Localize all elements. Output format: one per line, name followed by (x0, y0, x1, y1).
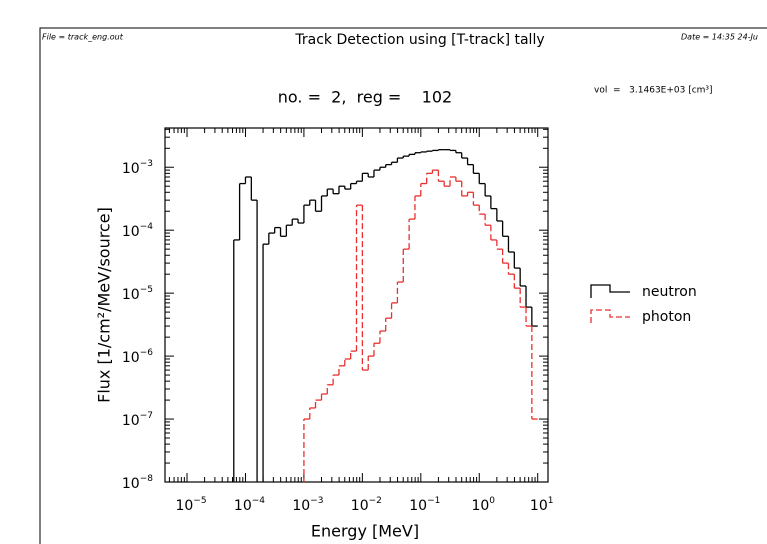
tick-base: 10 (351, 498, 369, 514)
tick-exponent: −3 (310, 496, 323, 506)
tick-label: 10−5 (122, 285, 153, 304)
date-note: Date = 14:35 24-Ju (681, 33, 758, 42)
tick-label: 10−2 (351, 496, 382, 515)
page-frame (39, 27, 767, 544)
tick-exponent: −4 (252, 496, 266, 506)
tick-base: 10 (292, 498, 310, 514)
legend-swatch (590, 309, 630, 323)
tick-base: 10 (530, 498, 548, 514)
subtitle: no. = 2, reg = 102 (278, 88, 452, 107)
tick-exponent: −3 (140, 159, 153, 169)
tick-exponent: −8 (140, 474, 154, 484)
tick-base: 10 (409, 498, 427, 514)
tick-base: 10 (122, 350, 140, 366)
tick-base: 10 (234, 498, 252, 514)
step-riser (233, 149, 533, 482)
tick-label: 100 (471, 496, 495, 515)
tick-label: 101 (530, 496, 554, 515)
tick-label: 10−5 (175, 496, 206, 515)
tick-base: 10 (122, 287, 140, 303)
legend-swatch (590, 284, 630, 298)
tick-exponent: −2 (369, 496, 382, 506)
tick-exponent: −6 (140, 348, 154, 358)
y-axis-label: Flux [1/cm²/MeV/source] (95, 207, 114, 403)
tick-label: 10−4 (122, 222, 153, 241)
tick-base: 10 (122, 413, 140, 429)
step-riser (303, 170, 533, 482)
plot-area (233, 149, 538, 482)
tick-exponent: 1 (548, 496, 554, 506)
legend-label: photon (642, 309, 691, 325)
tick-exponent: −7 (140, 411, 153, 421)
tick-label: 10−7 (122, 411, 153, 430)
tick-base: 10 (122, 476, 140, 492)
tick-label: 10−4 (234, 496, 265, 515)
tick-label: 10−3 (122, 159, 153, 178)
tick-exponent: −5 (193, 496, 206, 506)
tick-base: 10 (471, 498, 489, 514)
tick-exponent: −4 (140, 222, 154, 232)
tick-label: 10−6 (122, 348, 153, 367)
tick-label: 10−3 (292, 496, 323, 515)
file-note: File = track_eng.out (42, 33, 124, 42)
tick-base: 10 (175, 498, 193, 514)
tick-base: 10 (122, 161, 140, 177)
volume-note: vol = 3.1463E+03 [cm³] (594, 86, 713, 96)
tick-exponent: −5 (140, 285, 153, 295)
x-axis-label: Energy [MeV] (311, 522, 419, 541)
tick-base: 10 (122, 224, 140, 240)
tick-exponent: −1 (427, 496, 440, 506)
tick-label: 10−8 (122, 474, 153, 493)
chart-title: Track Detection using [T-track] tally (294, 32, 544, 48)
tick-exponent: 0 (489, 496, 495, 506)
legend-label: neutron (642, 284, 697, 300)
tick-label: 10−1 (409, 496, 440, 515)
